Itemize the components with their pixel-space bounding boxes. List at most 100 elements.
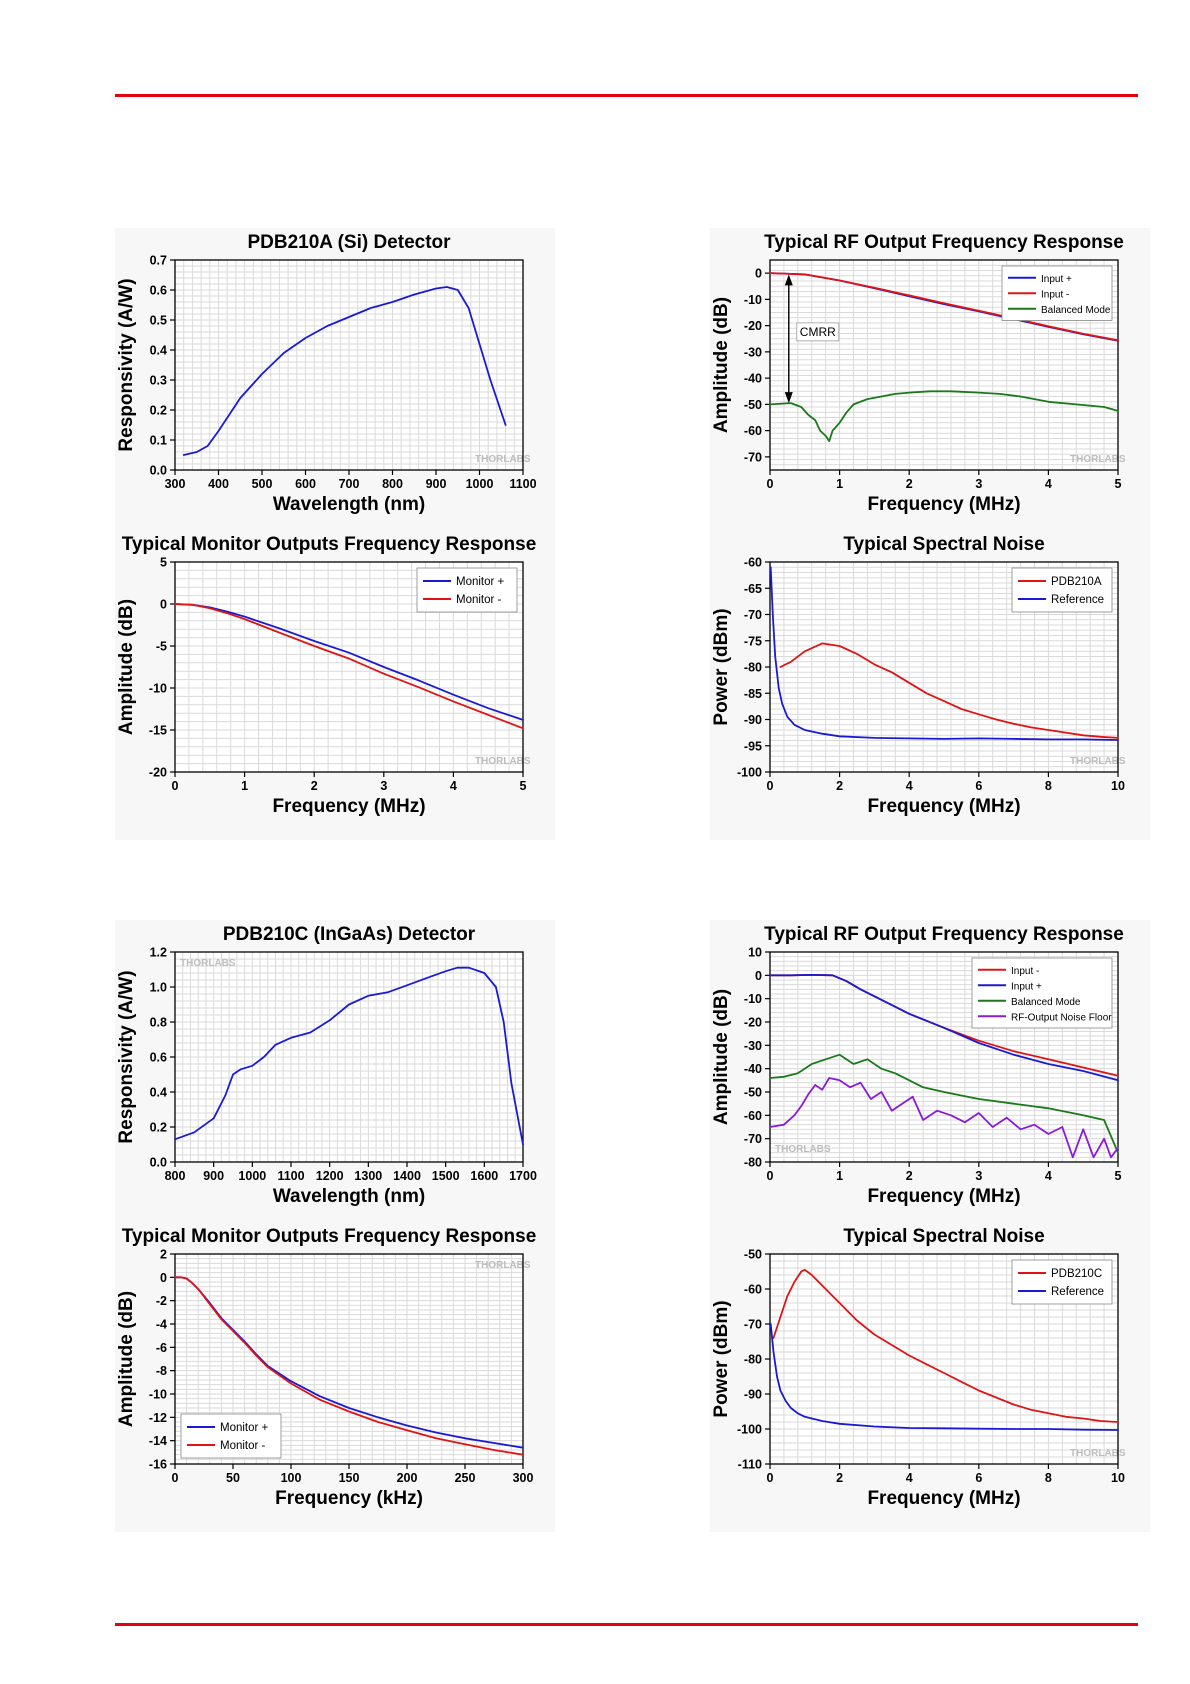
y-axis-label: Amplitude (dB) — [116, 1291, 137, 1427]
chart-pdb210c-responsivity: THORLABS 800 900 1000 1100 1200 1300 1400 1500 16… — [115, 920, 555, 1230]
chart-title: Typical Spectral Noise — [843, 1226, 1044, 1247]
gridlines — [174, 951, 524, 1163]
x-tick-label: 8 — [1045, 779, 1052, 793]
x-tick-label: 0 — [767, 1169, 774, 1183]
x-tick-label: 1400 — [393, 1169, 421, 1183]
x-tick-label: 1100 — [277, 1169, 304, 1183]
x-tick-label: 400 — [208, 477, 229, 491]
y-tick-label: 0.4 — [150, 344, 167, 358]
y-tick-label: 10 — [748, 946, 762, 960]
gridlines — [174, 259, 524, 471]
cmrr-arrowhead-bottom — [784, 392, 793, 404]
series-line-0 — [772, 1268, 1119, 1423]
y-axis-label: Amplitude (dB) — [711, 297, 732, 433]
chart-pdb210c-rf-response: THORLABS 0 1 2 3 4 5 10 0 -10 -20 -30 -40 -50 -60 -70 -8… — [710, 920, 1150, 1230]
watermark-logo: THORLABS — [180, 958, 236, 969]
y-tick-label: -30 — [744, 1039, 762, 1053]
x-axis-label: Frequency (MHz) — [867, 796, 1020, 817]
y-tick-label: 0.6 — [150, 1051, 167, 1065]
watermark-logo: THORLABS — [1070, 454, 1126, 465]
watermark-logo: THORLABS — [475, 454, 531, 465]
legend-box — [1011, 567, 1113, 613]
series-line-2 — [769, 1053, 1119, 1154]
y-axis-label: Responsivity (A/W) — [116, 970, 137, 1143]
y-tick-label: 0.1 — [150, 434, 167, 448]
series-line-2 — [769, 390, 1119, 443]
chart-title: Typical Spectral Noise — [843, 534, 1044, 555]
x-tick-label: 900 — [203, 1169, 224, 1183]
x-tick-label: 1000 — [466, 477, 494, 491]
x-tick-label: 4 — [906, 779, 913, 793]
chart-pdb210c-monitor-response: THORLABS 0 50 100 150 200 250 300 2 0 -2 -4 -6 -8 -10 -… — [115, 1222, 555, 1532]
x-tick-label: 250 — [455, 1471, 476, 1485]
x-tick-label: 3 — [380, 779, 387, 793]
chart-pdb210a-responsivity: THORLABS 300 400 500 600 700 800 900 1000 1100 0.0… — [115, 228, 555, 538]
series-line-1 — [769, 974, 1119, 1082]
legend-label: Monitor - — [456, 594, 502, 606]
gridlines — [174, 561, 524, 773]
x-tick-label: 5 — [1115, 1169, 1122, 1183]
y-tick-label: 0.6 — [150, 284, 167, 298]
y-tick-label: 0.0 — [150, 1156, 167, 1170]
x-tick-label: 0 — [767, 1471, 774, 1485]
y-tick-label: -50 — [744, 1248, 762, 1262]
x-axis-label: Wavelength (nm) — [273, 494, 425, 515]
legend-box — [416, 567, 518, 613]
x-tick-label: 2 — [906, 1169, 913, 1183]
x-tick-label: 2 — [836, 1471, 843, 1485]
y-tick-label: -70 — [744, 1132, 762, 1146]
y-tick-label: 0.4 — [150, 1086, 167, 1100]
x-tick-label: 800 — [382, 477, 403, 491]
y-tick-label: 0 — [755, 969, 762, 983]
watermark-logo: THORLABS — [1070, 756, 1126, 767]
x-tick-label: 1600 — [470, 1169, 498, 1183]
y-tick-label: -20 — [149, 766, 167, 780]
x-tick-label: 1 — [836, 1169, 843, 1183]
y-axis-label: Amplitude (dB) — [116, 599, 137, 735]
x-tick-label: 5 — [1115, 477, 1122, 491]
legend-box — [1011, 1259, 1113, 1305]
y-tick-label: -8 — [156, 1364, 167, 1378]
legend-box — [180, 1413, 282, 1459]
y-tick-label: -2 — [156, 1294, 167, 1308]
series-line-1 — [769, 566, 1119, 741]
x-tick-label: 50 — [226, 1471, 240, 1485]
x-tick-label: 4 — [1045, 477, 1052, 491]
x-tick-label: 0 — [172, 779, 179, 793]
y-tick-label: -80 — [744, 661, 762, 675]
x-axis-label: Frequency (MHz) — [272, 796, 425, 817]
y-tick-label: -60 — [744, 556, 762, 570]
y-tick-label: 0 — [755, 267, 762, 281]
legend-label: Monitor + — [456, 576, 505, 588]
x-tick-label: 8 — [1045, 1471, 1052, 1485]
y-tick-label: -60 — [744, 1109, 762, 1123]
y-tick-label: 0.5 — [150, 314, 167, 328]
x-tick-label: 500 — [252, 477, 273, 491]
x-tick-label: 600 — [295, 477, 316, 491]
y-axis-label: Power (dBm) — [711, 608, 732, 725]
y-tick-label: -80 — [744, 1156, 762, 1170]
y-tick-label: -12 — [149, 1411, 167, 1425]
x-axis-label: Frequency (MHz) — [867, 494, 1020, 515]
y-tick-label: 0.8 — [150, 1016, 167, 1030]
y-tick-label: 5 — [160, 556, 167, 570]
x-tick-label: 1100 — [509, 477, 536, 491]
y-tick-label: -50 — [744, 398, 762, 412]
x-tick-label: 6 — [975, 1471, 982, 1485]
x-tick-label: 4 — [906, 1471, 913, 1485]
x-tick-label: 0 — [172, 1471, 179, 1485]
legend-label: PDB210A — [1051, 576, 1102, 588]
x-tick-label: 1 — [836, 477, 843, 491]
series-line-1 — [174, 1276, 524, 1456]
x-tick-label: 5 — [520, 779, 527, 793]
y-tick-label: -40 — [744, 1062, 762, 1076]
footer-rule — [115, 1623, 1138, 1626]
y-tick-label: 0.0 — [150, 464, 167, 478]
x-tick-label: 300 — [513, 1471, 534, 1485]
y-tick-label: 1.0 — [150, 981, 167, 995]
y-tick-label: -70 — [744, 1318, 762, 1332]
series-line-0 — [174, 966, 524, 1146]
watermark-logo: THORLABS — [475, 1260, 531, 1271]
x-tick-label: 700 — [339, 477, 360, 491]
y-tick-label: -6 — [156, 1341, 167, 1355]
